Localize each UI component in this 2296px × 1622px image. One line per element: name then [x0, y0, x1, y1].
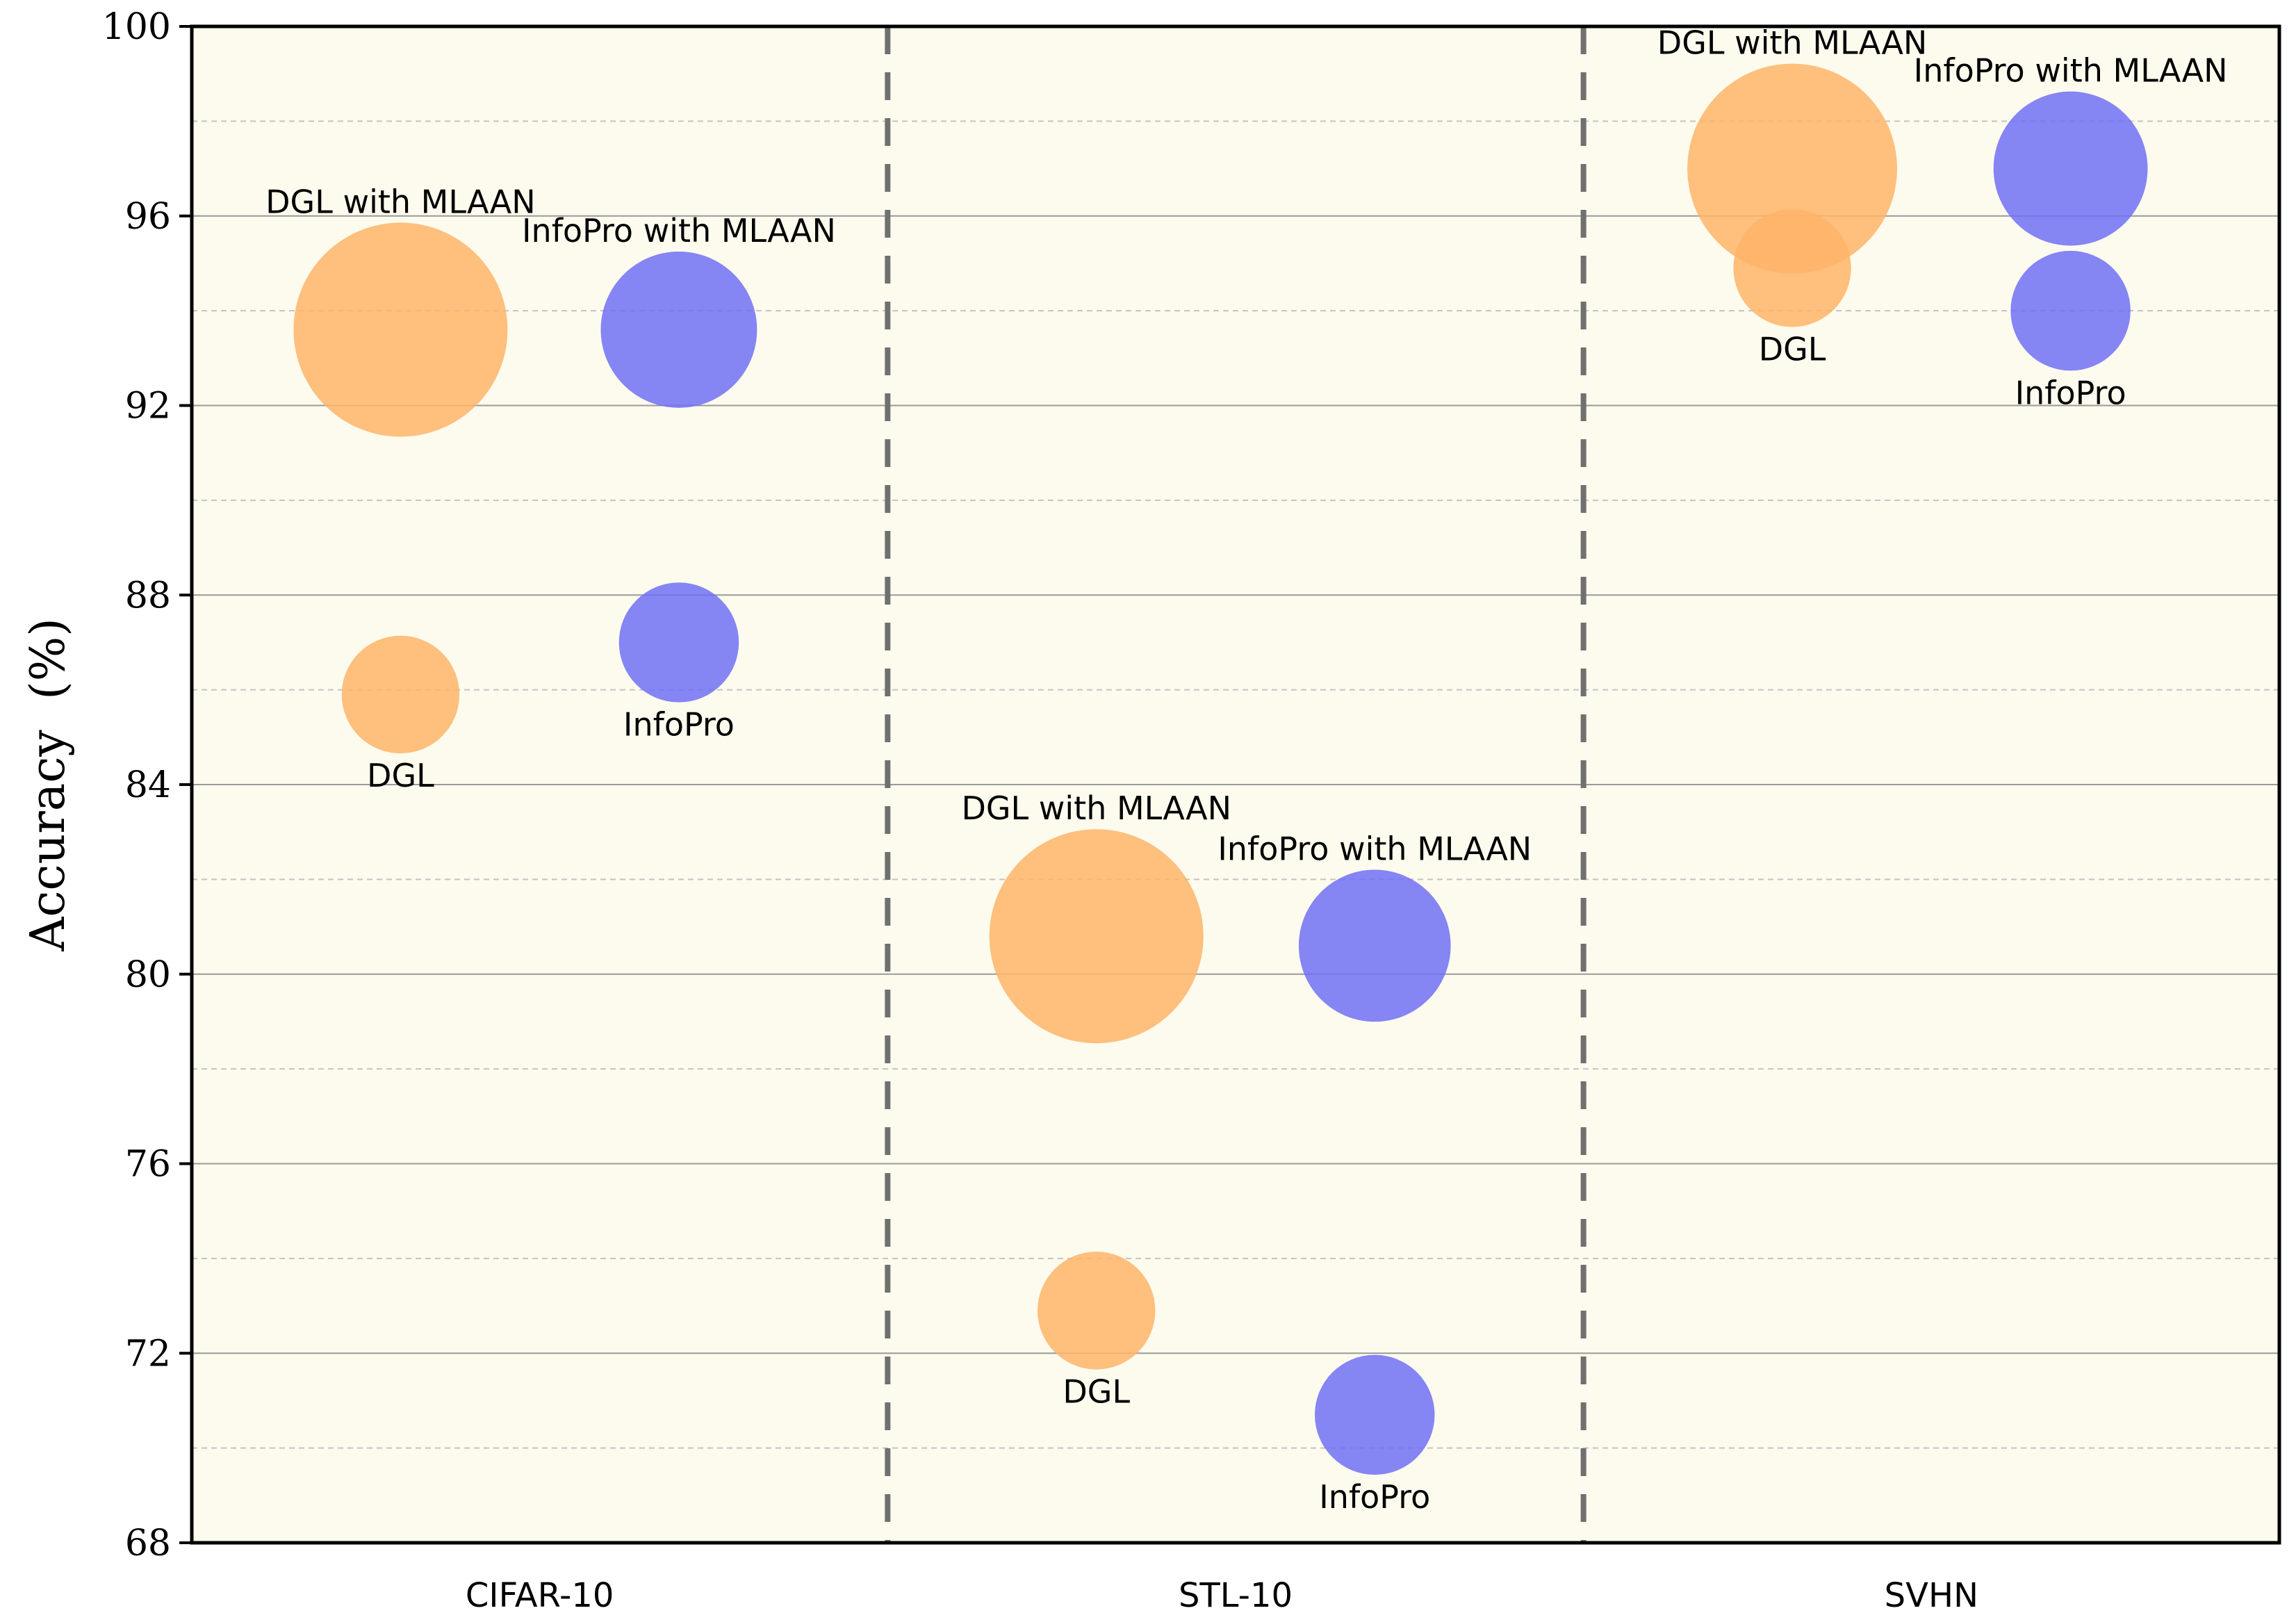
y-tick-label: 96 — [125, 196, 171, 238]
grid-lines — [192, 120, 2279, 1449]
x-category-label: CIFAR-10 — [466, 1576, 614, 1615]
y-tick-label: 76 — [125, 1144, 171, 1186]
bubble-label: InfoPro — [1319, 1478, 1430, 1516]
y-tick-label: 80 — [125, 954, 171, 996]
bubble-label: InfoPro with MLAAN — [522, 212, 836, 249]
bubble-label: InfoPro — [2015, 374, 2126, 411]
bubble-dgl-with-mlaan — [1687, 63, 1897, 274]
bubble-dgl — [1038, 1252, 1156, 1370]
y-tick-label: 88 — [125, 575, 171, 616]
bubble-label: InfoPro with MLAAN — [1914, 52, 2228, 90]
bubble-infopro — [1315, 1354, 1435, 1475]
bubble-infopro-with-mlaan — [1298, 869, 1451, 1022]
bubble-infopro — [618, 582, 739, 703]
bubble-infopro-with-mlaan — [1993, 91, 2148, 246]
bubble-infopro — [2010, 250, 2131, 371]
bubble-dgl — [341, 635, 460, 754]
bubble-label: InfoPro with MLAAN — [1217, 830, 1532, 867]
bubble-label: DGL with MLAAN — [265, 183, 536, 220]
bubble-label: DGL — [1063, 1373, 1130, 1411]
bubble-labels: DGL DGL DGL DGL with MLAAN DGL with MLAAN DGL… — [265, 24, 2227, 1516]
y-tick-label: 84 — [125, 764, 171, 806]
category-dividers — [885, 26, 1586, 1543]
x-category-label: SVHN — [1885, 1576, 1978, 1615]
bubble-label: DGL — [1759, 330, 1826, 368]
bubble-label: DGL with MLAAN — [961, 789, 1231, 827]
bubble-label: DGL — [367, 757, 434, 794]
bubble-dgl-with-mlaan — [293, 222, 508, 437]
bubble-dgl-with-mlaan — [989, 829, 1204, 1044]
bubbles — [293, 63, 2148, 1475]
y-tick-label: 92 — [125, 386, 171, 427]
y-tick-label: 100 — [102, 6, 171, 48]
y-tick-label: 68 — [125, 1523, 171, 1564]
x-category-label: STL-10 — [1179, 1576, 1293, 1615]
bubble-label: DGL with MLAAN — [1657, 24, 1928, 62]
y-tick-label: 72 — [125, 1333, 171, 1375]
axes: 68 72 76 80 84 88 92 96 100 CIFAR-10 STL-10 SVHN — [102, 6, 1978, 1615]
y-axis-title: Accuracy (%) — [21, 618, 76, 952]
bubble-label: InfoPro — [623, 706, 735, 744]
bubble-infopro-with-mlaan — [600, 251, 757, 408]
